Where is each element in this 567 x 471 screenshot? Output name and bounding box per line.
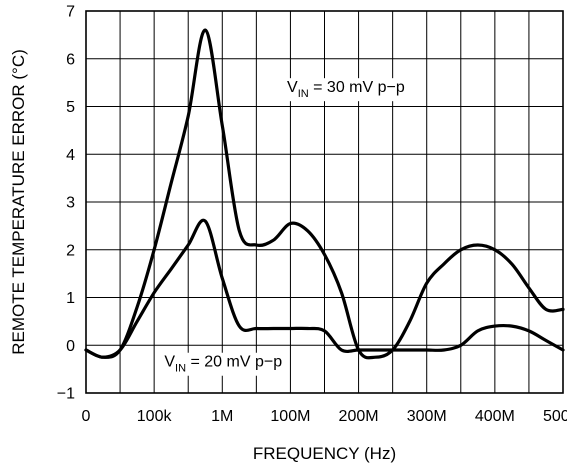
y-tick-label: 7: [66, 4, 75, 21]
plot-frame: [85, 10, 564, 394]
x-tick-label: 400M: [475, 408, 515, 425]
y-tick-label: 0: [66, 338, 75, 355]
series-lines: [84, 28, 565, 360]
annotation-background: [284, 78, 408, 102]
y-tick-label: 6: [66, 51, 75, 68]
annotation-suffix: = 30 mV p−p: [309, 79, 405, 96]
x-tick-label: 1M: [211, 408, 233, 425]
annotation-text: VIN = 20 mV p−p: [164, 354, 282, 375]
y-tick-labels: −1 0 1 2 3 4 5 6 7: [57, 4, 75, 403]
annotation-text: VIN = 30 mV p−p: [287, 79, 405, 100]
annotation-background: [161, 352, 286, 376]
y-tick-label: 5: [66, 99, 75, 116]
y-axis-label: REMOTE TEMPERATURE ERROR (°C): [9, 49, 28, 355]
series-annotation-2: VIN = 20 mV p−p: [161, 352, 286, 376]
series-line-2: [84, 218, 565, 359]
x-tick-label: 300M: [407, 408, 447, 425]
annotation-suffix: = 20 mV p−p: [186, 354, 282, 371]
x-tick-label: 500M: [543, 408, 567, 425]
series-line-1: [84, 28, 565, 360]
x-tick-label: 100M: [270, 408, 310, 425]
annotation-subscript: IN: [298, 88, 309, 100]
y-tick-label: 4: [66, 147, 75, 164]
annotation-prefix: V: [287, 79, 298, 96]
y-tick-label: 2: [66, 242, 75, 259]
annotation-subscript: IN: [175, 363, 186, 375]
y-tick-label: 1: [66, 290, 75, 307]
x-tick-label: 100k: [137, 408, 173, 425]
y-tick-label: 3: [66, 195, 75, 212]
x-tick-labels: 0 100k 1M 100M 200M 300M 400M 500M: [82, 408, 567, 425]
annotation-prefix: V: [164, 354, 175, 371]
x-tick-label: 0: [82, 408, 91, 425]
y-tick-label: −1: [57, 386, 75, 403]
series-annotation-1: VIN = 30 mV p−p: [284, 78, 408, 102]
x-axis-label: FREQUENCY (Hz): [253, 444, 396, 463]
x-tick-label: 200M: [339, 408, 379, 425]
